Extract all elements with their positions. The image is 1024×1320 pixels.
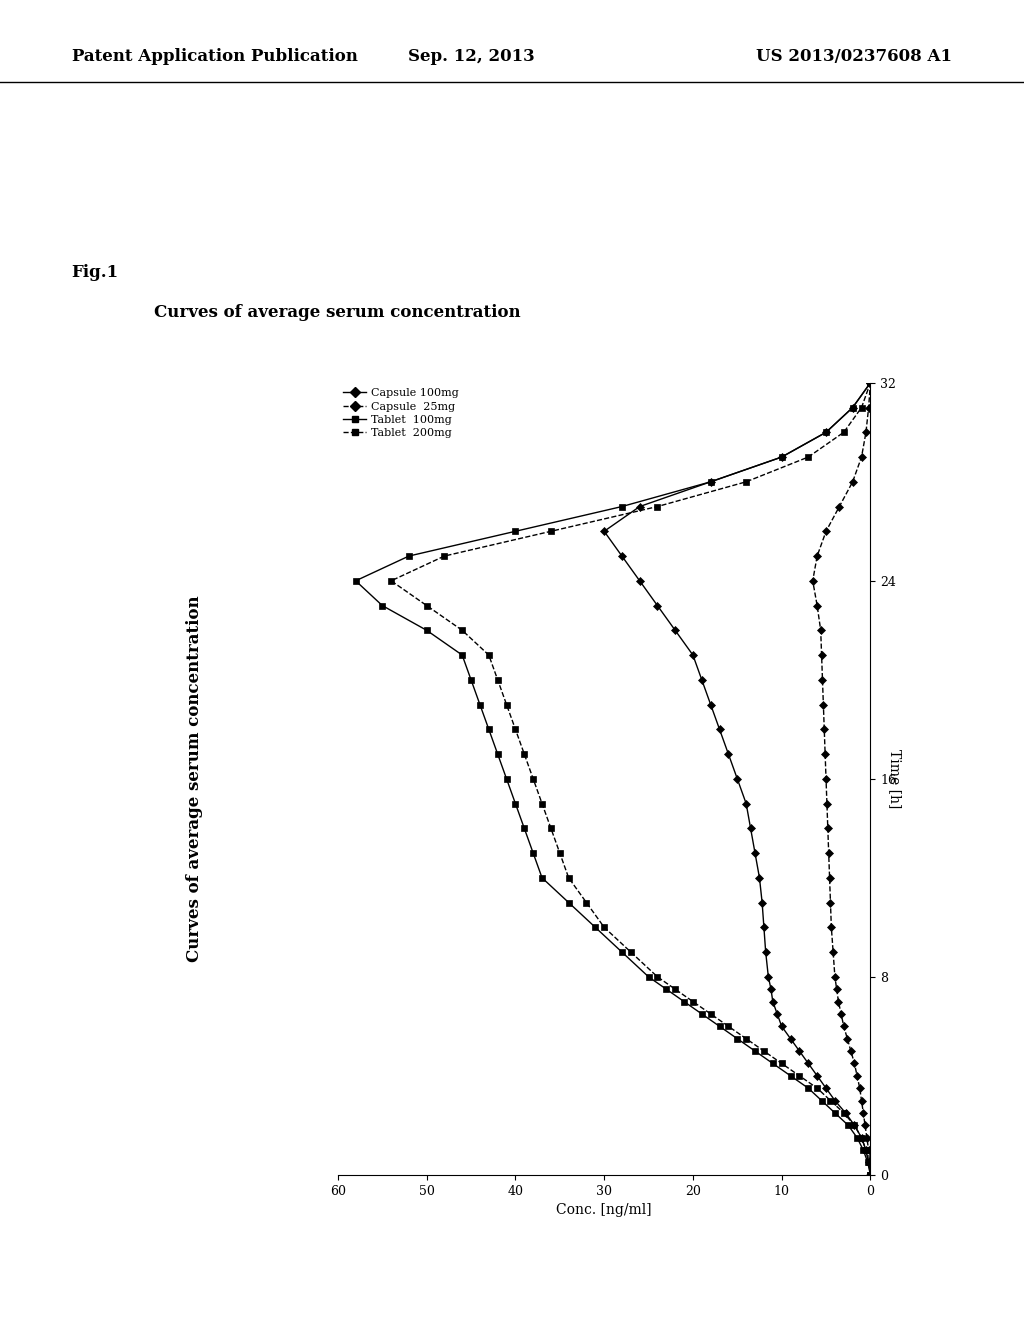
Text: Patent Application Publication: Patent Application Publication [72, 49, 357, 65]
X-axis label: Conc. [ng/ml]: Conc. [ng/ml] [556, 1203, 652, 1217]
Y-axis label: Time [h]: Time [h] [888, 750, 902, 808]
Text: Sep. 12, 2013: Sep. 12, 2013 [408, 49, 535, 65]
Text: Curves of average serum concentration: Curves of average serum concentration [186, 595, 203, 962]
Text: Fig.1: Fig.1 [72, 264, 119, 281]
Legend: Capsule 100mg, Capsule  25mg, Tablet  100mg, Tablet  200mg: Capsule 100mg, Capsule 25mg, Tablet 100m… [343, 388, 459, 438]
Text: US 2013/0237608 A1: US 2013/0237608 A1 [757, 49, 952, 65]
Text: Curves of average serum concentration: Curves of average serum concentration [154, 304, 520, 321]
